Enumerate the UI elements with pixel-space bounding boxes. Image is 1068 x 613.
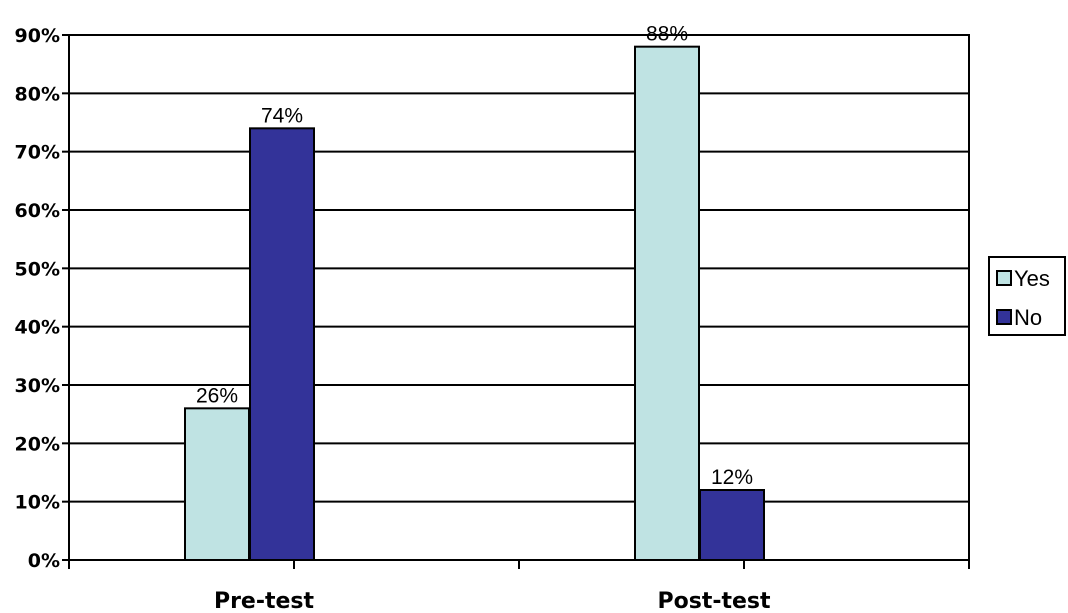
legend-swatch-yes — [996, 270, 1012, 286]
legend-label: No — [1014, 305, 1042, 330]
y-tick-label: 10% — [15, 492, 60, 514]
data-labels: 26% 74% 88% 12% — [196, 23, 753, 489]
data-label: 12% — [711, 466, 753, 489]
legend: Yes No — [988, 256, 1066, 336]
data-label: 88% — [646, 23, 688, 46]
x-tick-label: Pre-test — [214, 589, 315, 613]
bar-yes — [184, 407, 250, 562]
y-tick-label: 0% — [28, 550, 60, 572]
y-tick-label: 50% — [15, 258, 60, 280]
legend-label: Yes — [1014, 266, 1050, 291]
bars — [184, 45, 765, 562]
bar-no — [699, 489, 765, 561]
x-axis-ticks: Pre-test Post-test — [214, 589, 771, 613]
y-tick-label: 20% — [15, 433, 60, 455]
y-axis-ticks: 0% 10% 20% 30% 40% 50% 60% 70% 80% 90% — [15, 25, 60, 572]
x-tick-label: Post-test — [657, 589, 771, 613]
data-label: 26% — [196, 384, 238, 407]
y-tick-label: 80% — [15, 83, 60, 105]
data-label: 74% — [261, 104, 303, 127]
axes — [62, 34, 970, 569]
bar-no — [249, 127, 315, 561]
bar-yes — [634, 45, 700, 561]
y-tick-label: 70% — [15, 142, 60, 164]
y-tick-label: 60% — [15, 200, 60, 222]
legend-swatch-no — [996, 309, 1012, 325]
y-tick-label: 30% — [15, 375, 60, 397]
y-tick-label: 40% — [15, 317, 60, 339]
y-tick-label: 90% — [15, 25, 60, 47]
